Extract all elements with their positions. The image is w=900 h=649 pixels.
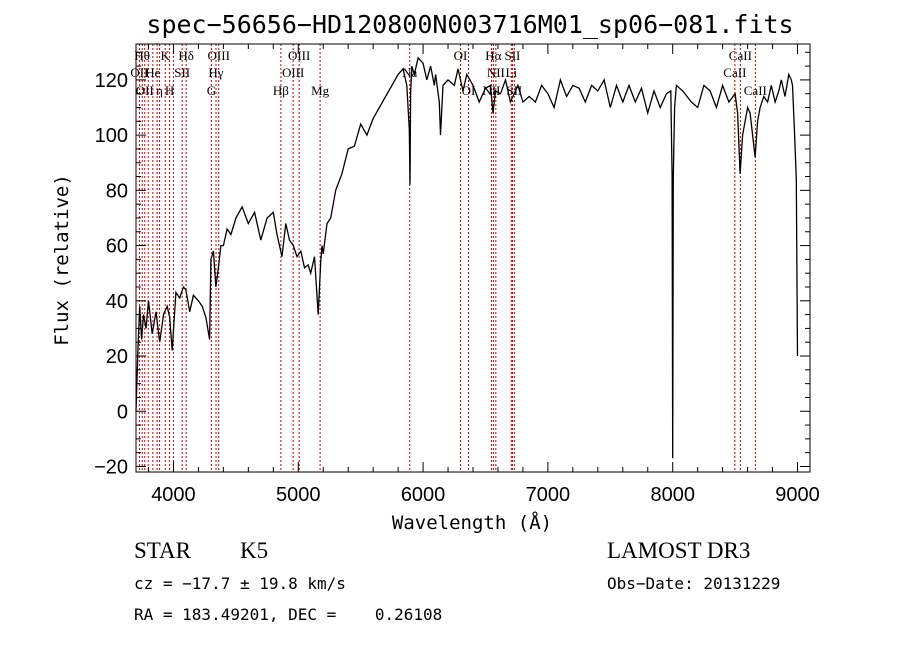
x-axis-ticks: 4000 5000 6000 7000 8000 9000 (147, 44, 820, 506)
survey-name: LAMOST DR3 (607, 538, 750, 563)
marker-label: SII (174, 65, 190, 80)
x-tick-label: 8000 (650, 484, 695, 506)
x-tick-label: 4000 (151, 484, 196, 506)
redshift-velocity: cz = −17.7 ± 19.8 km/s (134, 574, 346, 593)
y-tick-label: 60 (106, 236, 128, 258)
marker-label: OIII (288, 48, 310, 63)
marker-label: OI (454, 48, 468, 63)
marker-label: Li (506, 65, 518, 80)
object-class: STAR (134, 538, 192, 563)
object-subclass: K5 (240, 538, 268, 563)
marker-label: CaII (744, 83, 767, 98)
marker-label: OII (130, 65, 148, 80)
y-tick-label: 40 (106, 291, 128, 313)
marker-label: OII (136, 83, 154, 98)
y-axis-label: Flux (relative) (51, 174, 73, 346)
x-tick-label: 9000 (775, 484, 820, 506)
marker-label: K (161, 48, 171, 63)
y-axis-ticks: −20 0 20 40 60 80 100 120 (94, 51, 810, 478)
marker-label: Hβ (273, 83, 289, 98)
marker-label: G (207, 83, 216, 98)
flux-series (135, 56, 799, 459)
y-tick-label: 0 (117, 401, 128, 423)
x-axis-label: Wavelength (Å) (392, 511, 552, 534)
marker-label: He (145, 65, 160, 80)
y-tick-label: 20 (106, 346, 128, 368)
flux-line (135, 56, 799, 459)
observation-date: Obs−Date: 20131229 (607, 574, 780, 593)
x-tick-label: 5000 (276, 484, 321, 506)
ra-dec-coordinates: RA = 183.49201, DEC = 0.26108 (134, 605, 442, 624)
marker-label: CaII (729, 48, 752, 63)
marker-label: η (156, 83, 163, 98)
marker-label: H (165, 83, 174, 98)
y-tick-label: 80 (106, 180, 128, 202)
marker-label: CaII (723, 65, 746, 80)
x-tick-label: 7000 (526, 484, 571, 506)
y-tick-label: 120 (95, 70, 128, 92)
marker-label: Na (402, 65, 417, 80)
y-tick-label: 100 (95, 125, 128, 147)
marker-label: OIII (282, 65, 304, 80)
marker-label: Mg (311, 83, 330, 98)
marker-label: NII (487, 65, 505, 80)
marker-label: Hγ (208, 65, 223, 80)
marker-label: SII (504, 48, 520, 63)
plot-frame (135, 43, 811, 473)
marker-label: OI (462, 83, 476, 98)
marker-labels: OIIHθOIIHeηKHSIIHδGHγOIIIHβOIIIOIIIMgNaO… (130, 48, 767, 98)
marker-label: Hα (485, 48, 501, 63)
marker-label: Hθ (134, 48, 150, 63)
chart-title: spec−56656−HD120800N003716M01_sp06−081.f… (146, 10, 793, 39)
marker-label: OIII (208, 48, 230, 63)
marker-lines (138, 44, 756, 472)
y-tick-label: −20 (94, 456, 128, 478)
x-tick-label: 6000 (401, 484, 446, 506)
marker-label: Hδ (178, 48, 194, 63)
